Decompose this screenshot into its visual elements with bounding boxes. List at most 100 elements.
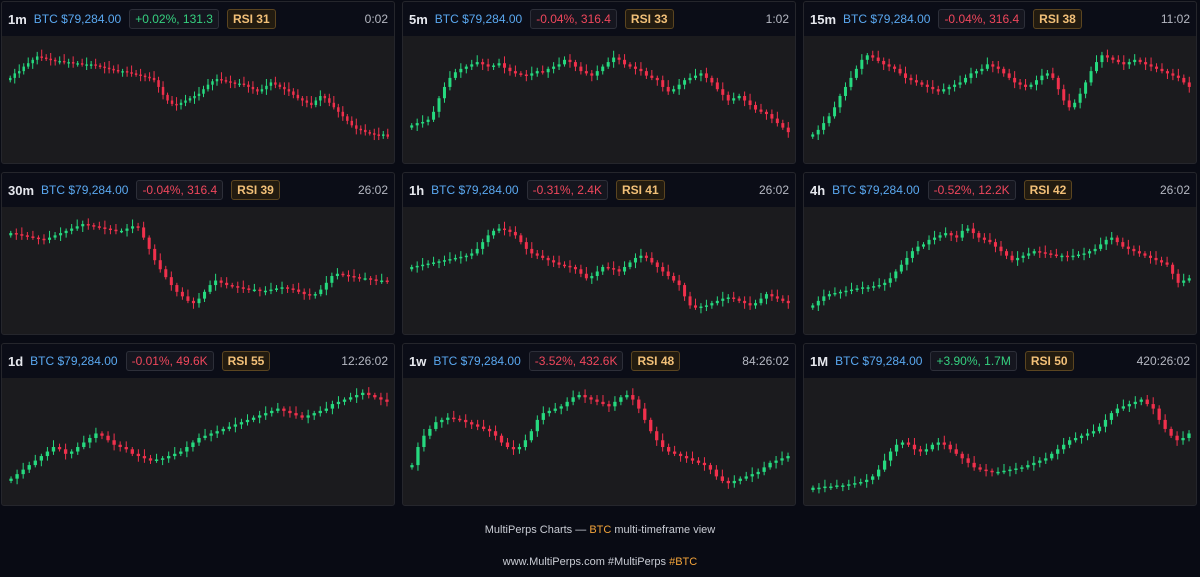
candle [416, 442, 420, 471]
chart-panel-1d[interactable]: 1d BTC $79,284.00 -0.01%, 49.6K RSI 55 12:26… [1, 343, 395, 506]
candle [312, 410, 316, 420]
price-label: BTC $79,284.00 [431, 183, 519, 197]
chart-panel-1w[interactable]: 1w BTC $79,284.00 -3.52%, 432.6K RSI 48 84:2… [402, 343, 796, 506]
candle [678, 451, 683, 462]
candle [1045, 69, 1049, 80]
candle [877, 278, 881, 289]
candle [584, 64, 588, 76]
candle [1126, 239, 1130, 255]
candle [148, 72, 151, 82]
candle [1132, 245, 1136, 256]
candle [475, 419, 480, 431]
change-badge: +3.90%, 1.7M [930, 351, 1017, 371]
chart-panel-15m[interactable]: 15m BTC $79,284.00 -0.04%, 316.4 RSI 38 11:0… [803, 1, 1197, 164]
candle [202, 85, 205, 98]
candlestick-chart[interactable] [403, 378, 796, 506]
candle [738, 476, 742, 485]
candlestick-chart[interactable] [804, 378, 1197, 506]
candle [971, 222, 975, 239]
candlestick-chart[interactable] [804, 207, 1197, 335]
candle [595, 265, 599, 281]
candle [1154, 251, 1158, 265]
candle [1165, 68, 1169, 80]
candle [92, 222, 96, 230]
candle [811, 303, 815, 310]
candle [206, 79, 210, 92]
candle [214, 273, 218, 291]
chart-panel-4h[interactable]: 4h BTC $79,284.00 -0.52%, 12.2K RSI 42 26:02 [803, 172, 1197, 335]
candle [964, 74, 968, 85]
candle [1182, 273, 1186, 287]
candle [245, 414, 250, 426]
candle [770, 289, 774, 301]
candle [442, 255, 446, 266]
footer-site-link[interactable]: www.MultiPerps.com #MultiPerps [502, 556, 667, 568]
chart-panel-30m[interactable]: 30m BTC $79,284.00 -0.04%, 316.4 RSI 39 26:0… [1, 172, 395, 335]
candle [754, 101, 758, 113]
price-label: BTC $79,284.00 [33, 12, 122, 26]
candle [775, 111, 779, 127]
candlestick-chart[interactable] [2, 378, 395, 506]
candle [1007, 68, 1011, 81]
candle [256, 86, 259, 95]
candle [51, 440, 56, 455]
candle [319, 285, 323, 297]
candle [264, 406, 268, 420]
candle [166, 92, 169, 104]
candle [1088, 248, 1092, 258]
candle [505, 437, 510, 450]
candle [966, 453, 970, 468]
candlestick-chart[interactable] [403, 207, 796, 335]
chart-panel-1m[interactable]: 1m BTC $79,284.00 +0.02%, 131.3 RSI 31 0:02 [1, 1, 395, 164]
candle [142, 221, 146, 240]
candle [330, 272, 334, 288]
candle [346, 270, 351, 282]
candlestick-chart[interactable] [2, 36, 395, 164]
candle [547, 407, 551, 417]
candle [756, 468, 760, 479]
candle [486, 229, 490, 247]
candle [1002, 66, 1006, 77]
candle [497, 224, 501, 234]
candle [14, 228, 18, 240]
candle [557, 57, 561, 70]
footer-hashtag[interactable]: #BTC [669, 556, 698, 568]
candle [541, 250, 545, 261]
candle [573, 264, 577, 274]
candle [1121, 237, 1125, 249]
candle [17, 64, 21, 78]
candlestick-chart[interactable] [2, 207, 395, 335]
candle [363, 272, 367, 281]
candle [169, 271, 173, 291]
candle [969, 67, 973, 84]
candle [31, 57, 34, 69]
candlestick-chart[interactable] [804, 36, 1197, 164]
candle [1024, 79, 1028, 91]
candle [410, 264, 414, 272]
candle [535, 415, 539, 437]
candle [726, 91, 730, 106]
candle [541, 406, 545, 425]
candle [269, 79, 273, 91]
candle [708, 462, 713, 475]
chart-panel-5m[interactable]: 5m BTC $79,284.00 -0.04%, 316.4 RSI 33 1:02 [402, 1, 796, 164]
candle [94, 427, 98, 443]
candle [239, 418, 244, 429]
chart-panel-1mo[interactable]: 1M BTC $79,284.00 +3.90%, 1.7M RSI 50 420:26… [803, 343, 1197, 506]
chart-panel-1h[interactable]: 1h BTC $79,284.00 -0.31%, 2.4K RSI 41 26:02 [402, 172, 796, 335]
candle [619, 395, 623, 406]
footer-brand: MultiPerps Charts — [484, 524, 587, 536]
candle [296, 89, 300, 101]
candle [1067, 436, 1072, 449]
candle [193, 91, 196, 104]
candle [71, 56, 75, 68]
candle [650, 69, 654, 81]
candle [386, 128, 389, 139]
candle [811, 132, 815, 139]
candlestick-chart[interactable] [403, 36, 796, 164]
candle [924, 443, 929, 455]
candle [1085, 428, 1090, 441]
candle [942, 435, 946, 450]
candle [644, 67, 648, 80]
candle [933, 230, 937, 245]
